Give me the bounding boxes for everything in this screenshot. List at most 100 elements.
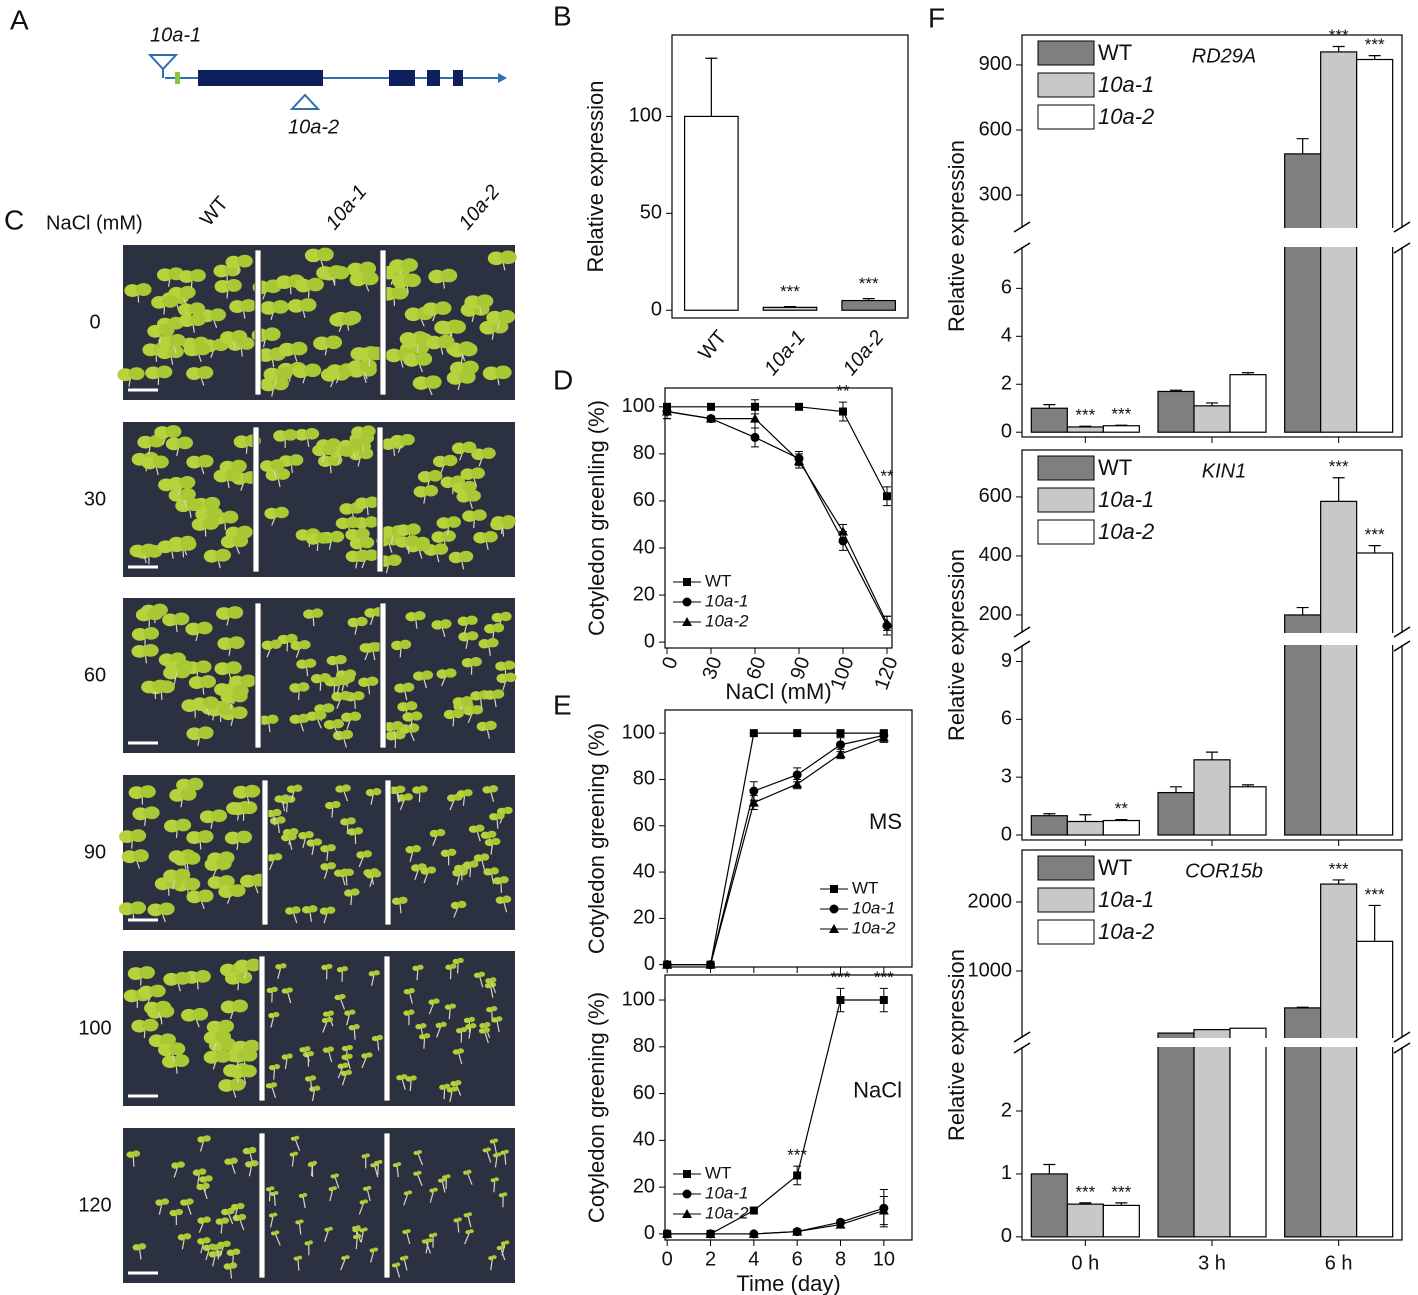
- marker: [793, 729, 802, 738]
- seedling: [327, 1010, 335, 1016]
- seedling: [332, 676, 345, 686]
- legend-label: 10a-2: [1098, 104, 1154, 129]
- seedling: [486, 1147, 492, 1152]
- seedling: [419, 1023, 427, 1029]
- seedling: [218, 702, 235, 716]
- bar: [1193, 759, 1231, 836]
- seedling: [359, 432, 375, 444]
- seedling: [173, 1054, 190, 1068]
- seedling: [413, 610, 426, 621]
- axis-break: [1020, 633, 1404, 645]
- y-tick-label: 60: [633, 814, 655, 836]
- seedling: [492, 689, 505, 699]
- seedling: [476, 294, 494, 308]
- seedling: [466, 631, 479, 641]
- hypocotyl: [376, 1038, 380, 1051]
- seedling: [376, 1034, 384, 1041]
- plot-frame: [664, 387, 893, 649]
- error-bar: [1332, 45, 1345, 52]
- error-bar: [1170, 786, 1182, 793]
- legend-swatch: [1037, 455, 1095, 481]
- seedling: [214, 1049, 231, 1063]
- significance: ***: [874, 968, 894, 987]
- seedling: [237, 1048, 254, 1062]
- y-axis-label: Cotyledon greening (%): [584, 992, 609, 1223]
- seedling: [451, 1086, 458, 1092]
- seedling: [269, 639, 282, 649]
- y-tick-label: 200: [979, 603, 1012, 625]
- seedling: [132, 849, 149, 863]
- seedling: [241, 801, 258, 815]
- seedling: [353, 827, 364, 835]
- seedling: [152, 455, 169, 469]
- seedling: [307, 1051, 315, 1057]
- concentration-label: 90: [84, 841, 106, 863]
- legend-swatch: [1037, 104, 1095, 130]
- hypocotyl: [456, 961, 459, 974]
- seedling: [387, 554, 402, 566]
- seedling: [138, 966, 155, 979]
- seedling: [345, 516, 361, 529]
- seedling: [302, 1192, 308, 1197]
- seedling: [411, 845, 422, 853]
- seedling: [328, 265, 346, 279]
- seedling: [187, 777, 204, 791]
- seedling: [290, 341, 308, 356]
- seedling: [215, 1030, 232, 1044]
- plot-frame: [664, 974, 913, 1241]
- y-tick-label: 900: [979, 53, 1012, 75]
- marker: [682, 1209, 692, 1218]
- seedling: [415, 352, 433, 366]
- series-line: [667, 737, 885, 966]
- seedling: [432, 1232, 438, 1237]
- seedling: [142, 643, 159, 657]
- legend-swatch: [1037, 519, 1095, 545]
- hypocotyl: [429, 1190, 435, 1203]
- seedling: [206, 506, 223, 520]
- hypocotyl: [494, 1155, 498, 1168]
- bar: [1066, 820, 1104, 836]
- seedling: [346, 817, 356, 825]
- legend-label: WT: [705, 571, 731, 590]
- hypocotyl: [273, 1193, 276, 1207]
- seedling: [437, 334, 455, 349]
- hypocotyl: [478, 975, 484, 988]
- seedling: [355, 1227, 361, 1232]
- error-bar: [1368, 55, 1381, 60]
- marker: [683, 578, 691, 586]
- seedling: [458, 550, 474, 563]
- seedling: [494, 365, 512, 380]
- seedling: [316, 247, 334, 262]
- seedling: [483, 530, 498, 543]
- plot-frame: [664, 709, 913, 968]
- seedling: [215, 1243, 224, 1250]
- divider: [379, 249, 387, 396]
- seedling: [272, 808, 282, 817]
- panel-label: B: [553, 0, 572, 31]
- seedling: [366, 676, 379, 686]
- seedling: [184, 877, 201, 891]
- seedling: [200, 675, 217, 688]
- hypocotyl: [425, 1241, 432, 1254]
- hypocotyl: [403, 1258, 408, 1271]
- seedling: [197, 454, 214, 468]
- seedling: [179, 487, 196, 501]
- seedling: [342, 1062, 349, 1068]
- seedling: [155, 1000, 172, 1014]
- seedling: [461, 441, 477, 454]
- seedling: [128, 367, 145, 381]
- bar: [1284, 153, 1322, 433]
- error-bar: [1115, 1202, 1128, 1206]
- bar: [1066, 1203, 1104, 1238]
- seedling: [416, 1170, 422, 1175]
- seedling: [365, 1052, 373, 1058]
- seedling: [457, 1048, 464, 1054]
- y-tick-label: 600: [979, 485, 1012, 507]
- seedling: [143, 806, 160, 820]
- seedling: [232, 534, 249, 548]
- error-bar: [1043, 1163, 1056, 1174]
- seedling: [355, 549, 371, 562]
- seedling: [405, 1228, 411, 1233]
- seedling: [202, 1237, 211, 1244]
- y-tick-label: 2: [1001, 1099, 1012, 1121]
